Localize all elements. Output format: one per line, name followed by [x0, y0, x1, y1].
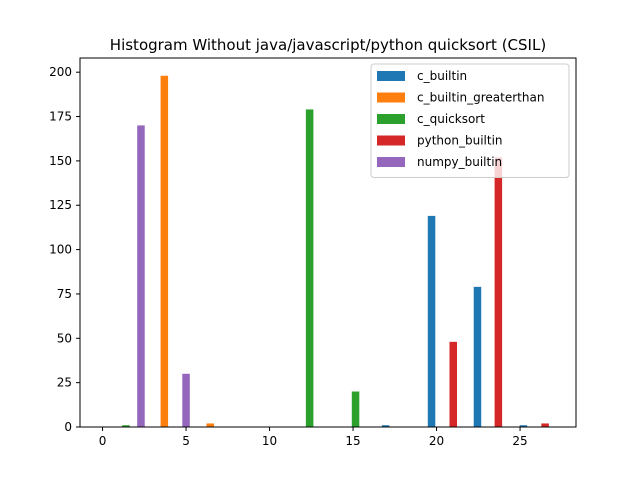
y-tick-label: 25 [57, 376, 72, 390]
x-tick-label: 15 [345, 434, 360, 448]
y-tick-label: 0 [64, 420, 72, 434]
legend-label-c_builtin_greaterthan: c_builtin_greaterthan [417, 91, 544, 105]
y-tick-label: 100 [49, 243, 72, 257]
y-tick-label: 125 [49, 198, 72, 212]
legend-swatch-python_builtin [377, 135, 405, 146]
plot-frame [79, 57, 577, 428]
bar-numpy_builtin-0 [137, 125, 145, 427]
bar-c_builtin-3 [519, 425, 528, 427]
y-tick-label: 150 [49, 154, 72, 168]
x-tick-label: 5 [182, 434, 190, 448]
bar-c_builtin-0 [381, 425, 390, 427]
x-tick-label: 25 [512, 434, 527, 448]
bar-python_builtin-1 [494, 157, 503, 427]
legend-frame [370, 63, 570, 178]
legend-label-python_builtin: python_builtin [417, 134, 503, 148]
x-tick-label: 0 [99, 434, 107, 448]
x-tick-label: 20 [429, 434, 444, 448]
x-tick-label: 10 [262, 434, 277, 448]
bar-c_quicksort-1 [305, 109, 314, 427]
legend-swatch-c_builtin [377, 71, 405, 81]
legend: c_builtin c_builtin_greaterthan c_quicksor… [370, 63, 570, 178]
bar-c_builtin_greaterthan-1 [206, 423, 215, 427]
bar-c_builtin_greaterthan-0 [160, 75, 169, 428]
bar-c_quicksort-0 [122, 425, 130, 427]
legend-swatch-numpy_builtin [377, 157, 405, 167]
x-axis-ticks: 0 5 10 15 20 25 [99, 427, 528, 448]
bar-c_builtin-2 [473, 286, 482, 427]
y-tick-label: 175 [49, 110, 72, 124]
legend-swatch-c_builtin_greaterthan [377, 92, 405, 103]
y-tick-label: 200 [49, 65, 72, 79]
bar-c_quicksort-2 [351, 391, 360, 427]
bar-numpy_builtin-1 [182, 373, 190, 427]
bar-python_builtin-0 [449, 341, 458, 427]
y-tick-label: 50 [57, 331, 72, 345]
bar-c_builtin-1 [427, 215, 436, 427]
legend-swatch-c_quicksort [377, 114, 405, 124]
y-tick-label: 75 [57, 287, 72, 301]
axes-layer [79, 57, 577, 428]
legend-label-c_builtin: c_builtin [417, 69, 467, 83]
chart-title: Histogram Without java/javascript/python… [110, 36, 546, 54]
y-axis-ticks: 0 25 50 75 100 125 150 175 200 [49, 65, 80, 434]
legend-label-c_quicksort: c_quicksort [417, 112, 485, 126]
bar-python_builtin-2 [541, 423, 549, 427]
bars-layer [122, 75, 549, 428]
legend-label-numpy_builtin: numpy_builtin [417, 155, 502, 169]
